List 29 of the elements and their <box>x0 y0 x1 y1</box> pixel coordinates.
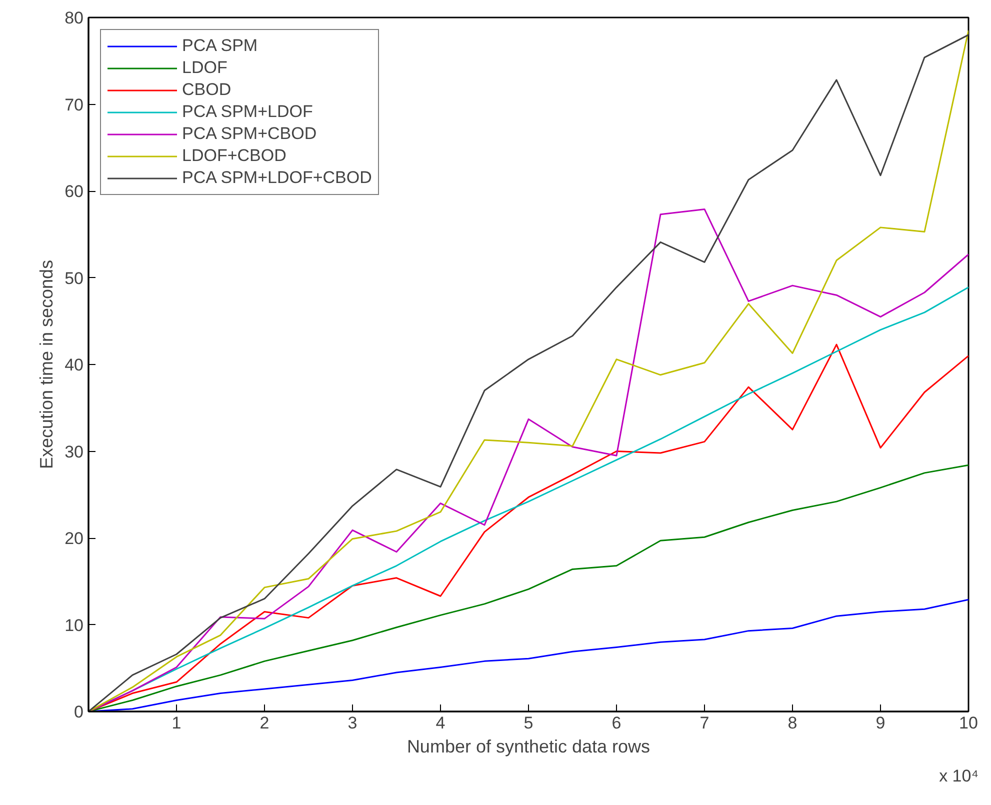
x-tick-label: 9 <box>876 714 886 732</box>
legend-label: PCA SPM+LDOF <box>182 102 313 122</box>
legend-label: CBOD <box>182 80 232 100</box>
y-tick-label: 50 <box>64 268 84 288</box>
x-tick-label: 7 <box>700 714 710 732</box>
x-tick-label: 6 <box>612 714 622 732</box>
y-tick-label: 20 <box>64 529 84 548</box>
legend-label: PCA SPM+CBOD <box>182 124 317 144</box>
legend-label: PCA SPM <box>182 36 258 56</box>
y-tick-label: 70 <box>64 95 84 114</box>
y-tick-label: 80 <box>64 8 84 28</box>
x-tick-label: 10 <box>959 714 978 732</box>
x-tick-label: 4 <box>436 714 446 732</box>
legend-label: LDOF <box>182 58 228 78</box>
x-tick-label: 5 <box>524 714 534 732</box>
x-tick-label: 1 <box>172 714 182 732</box>
text: x 10⁴ <box>939 766 978 786</box>
y-axis-title: Execution time in seconds <box>36 260 57 470</box>
y-tick-label: 40 <box>64 356 84 374</box>
legend-label: PCA SPM+LDOF+CBOD <box>182 168 372 188</box>
y-tick-label: 60 <box>64 182 84 201</box>
y-tick-label: 10 <box>64 616 84 635</box>
y-tick-label: 30 <box>64 442 84 462</box>
x-axis-title: Number of synthetic data rows <box>406 736 650 756</box>
y-tick-label: 0 <box>74 702 84 722</box>
x-tick-label: 2 <box>260 714 270 732</box>
x-tick-label: 8 <box>788 714 798 732</box>
legend-label: LDOF+CBOD <box>182 146 286 166</box>
x-tick-label: 3 <box>348 714 358 732</box>
